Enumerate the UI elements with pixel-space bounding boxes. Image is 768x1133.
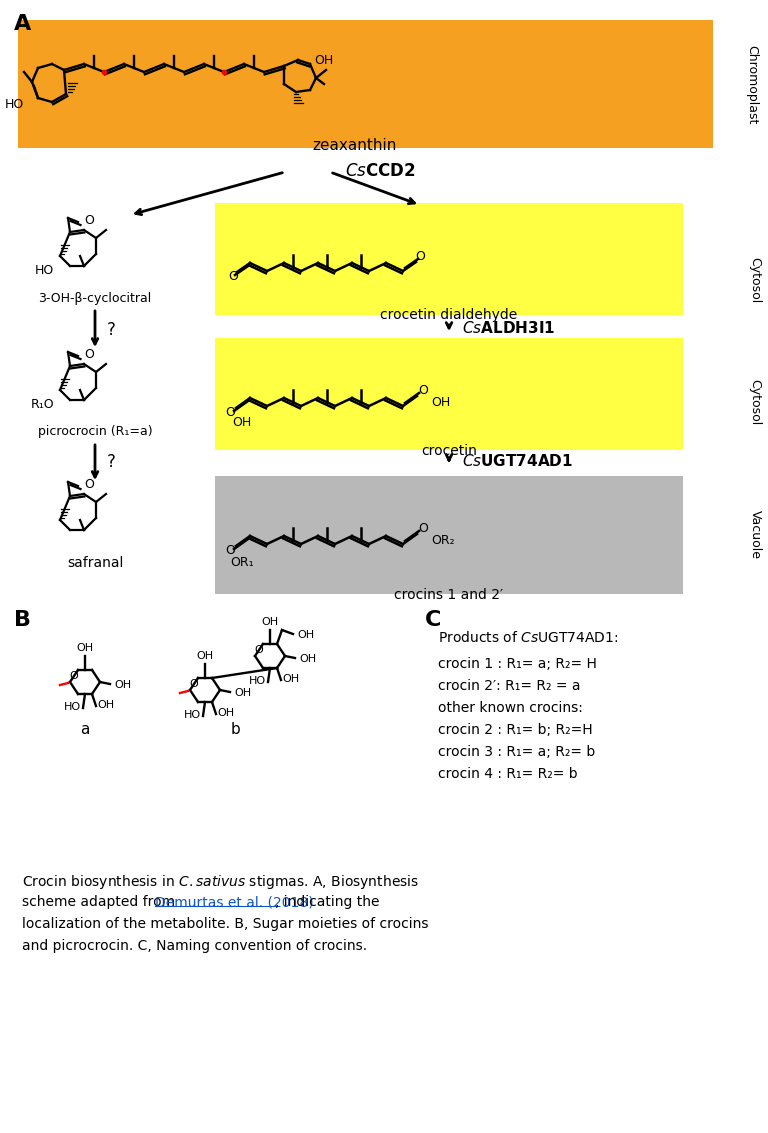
Bar: [215, 476, 683, 594]
Bar: [215, 338, 683, 450]
Text: O: O: [84, 348, 94, 360]
Text: O: O: [190, 679, 198, 689]
Text: crocetin dialdehyde: crocetin dialdehyde: [380, 308, 518, 322]
Text: OH: OH: [197, 651, 214, 661]
Text: OH: OH: [233, 416, 252, 428]
Text: Cytosol: Cytosol: [749, 257, 762, 304]
Text: OR₂: OR₂: [431, 534, 455, 546]
Text: picrocrocin (R₁=a): picrocrocin (R₁=a): [38, 425, 152, 438]
Text: OH: OH: [217, 708, 234, 718]
Text: OH: OH: [261, 617, 279, 627]
Text: O: O: [225, 407, 235, 419]
Text: O: O: [255, 645, 263, 655]
Text: O: O: [84, 477, 94, 491]
Text: 3-OH-β-cyclocitral: 3-OH-β-cyclocitral: [38, 292, 151, 305]
Text: OH: OH: [97, 700, 114, 710]
Text: and picrocrocin. C, Naming convention of crocins.: and picrocrocin. C, Naming convention of…: [22, 939, 367, 953]
Text: HO: HO: [5, 97, 24, 111]
Text: O: O: [84, 213, 94, 227]
Text: other known crocins:: other known crocins:: [438, 701, 583, 715]
Bar: [18, 20, 713, 148]
Text: Demurtas et al. (2018): Demurtas et al. (2018): [155, 895, 313, 909]
Text: O: O: [228, 271, 238, 283]
Text: OR₁: OR₁: [230, 555, 253, 569]
Text: crocin 2 : R₁= b; R₂=H: crocin 2 : R₁= b; R₂=H: [438, 723, 593, 736]
Text: crocin 4 : R₁= R₂= b: crocin 4 : R₁= R₂= b: [438, 767, 578, 781]
Text: safranal: safranal: [67, 556, 123, 570]
Text: C: C: [425, 610, 442, 630]
Text: A: A: [14, 14, 31, 34]
Text: Vacuole: Vacuole: [749, 511, 762, 560]
Text: R₁O: R₁O: [31, 398, 54, 410]
Text: O: O: [418, 522, 428, 536]
Text: HO: HO: [249, 676, 266, 685]
Text: Cytosol: Cytosol: [749, 378, 762, 425]
Text: OH: OH: [234, 688, 251, 698]
Text: zeaxanthin: zeaxanthin: [313, 138, 397, 153]
Text: $\it{Cs}$CCD2: $\it{Cs}$CCD2: [345, 162, 415, 180]
Text: crocin 2′: R₁= R₂ = a: crocin 2′: R₁= R₂ = a: [438, 679, 581, 693]
Text: OH: OH: [77, 644, 94, 653]
Text: O: O: [418, 384, 428, 398]
Text: ?: ?: [107, 321, 116, 339]
Text: HO: HO: [64, 702, 81, 712]
Text: OH: OH: [114, 680, 131, 690]
Text: localization of the metabolite. B, Sugar moieties of crocins: localization of the metabolite. B, Sugar…: [22, 917, 429, 931]
Text: Products of $\it{Cs}$UGT74AD1:: Products of $\it{Cs}$UGT74AD1:: [438, 630, 618, 645]
Text: a: a: [81, 722, 90, 736]
Text: $\it{Cs}$UGT74AD1: $\it{Cs}$UGT74AD1: [462, 453, 573, 469]
Text: crocins 1 and 2′: crocins 1 and 2′: [395, 588, 504, 602]
Text: O: O: [70, 671, 78, 681]
Text: HO: HO: [35, 264, 54, 276]
Text: OH: OH: [299, 654, 316, 664]
Text: Crocin biosynthesis in $\it{C. sativus}$ stigmas. A, Biosynthesis: Crocin biosynthesis in $\it{C. sativus}$…: [22, 874, 419, 891]
Text: crocetin: crocetin: [421, 444, 477, 458]
Text: Chromoplast: Chromoplast: [746, 45, 759, 125]
Text: crocin 3 : R₁= a; R₂= b: crocin 3 : R₁= a; R₂= b: [438, 746, 595, 759]
Text: O: O: [415, 250, 425, 264]
Text: b: b: [230, 722, 240, 736]
Bar: [215, 203, 683, 315]
Text: OH: OH: [431, 395, 450, 409]
Text: OH: OH: [282, 674, 299, 684]
Text: OH: OH: [314, 53, 333, 67]
Text: HO: HO: [184, 710, 201, 719]
Text: O: O: [225, 545, 235, 557]
Text: ?: ?: [107, 453, 116, 471]
Text: scheme adapted from: scheme adapted from: [22, 895, 180, 909]
Text: OH: OH: [297, 630, 314, 640]
Text: B: B: [14, 610, 31, 630]
Text: $\it{Cs}$ALDH3I1: $\it{Cs}$ALDH3I1: [462, 320, 555, 337]
Text: crocin 1 : R₁= a; R₂= H: crocin 1 : R₁= a; R₂= H: [438, 657, 597, 671]
Text: , indicating the: , indicating the: [275, 895, 379, 909]
